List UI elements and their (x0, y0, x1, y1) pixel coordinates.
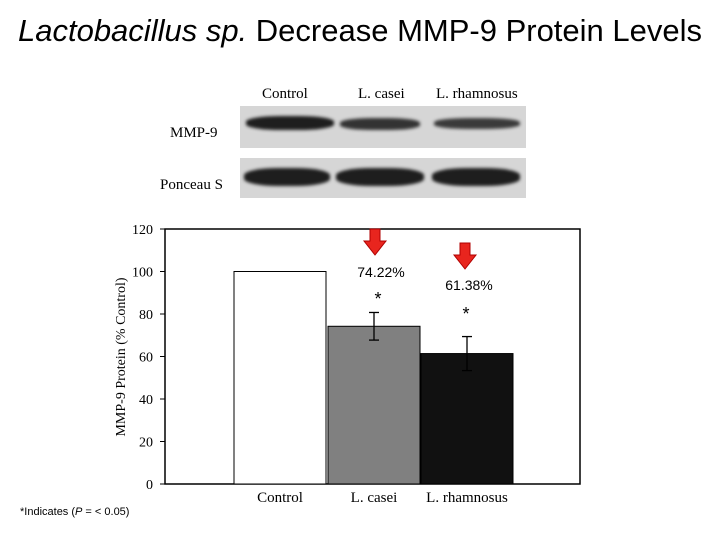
y-tick-label-0: 0 (146, 478, 153, 493)
mmp9-band-control (246, 116, 334, 130)
x-tick-label-0: Control (257, 490, 303, 506)
y-tick-label-2: 40 (139, 393, 153, 408)
y-tick-label-5: 100 (132, 266, 153, 281)
title-genus: Lactobacillus sp. (17, 13, 248, 48)
x-tick-label-2: L. rhamnosus (426, 490, 508, 506)
significance-star-1: * (374, 289, 381, 309)
ponceau-band-casei (336, 168, 424, 186)
mmp9-band-rhamnosus (434, 118, 520, 129)
significance-star-2: * (462, 304, 469, 324)
note-suffix: = < 0.05) (82, 506, 130, 518)
ponceau-band-control (244, 168, 330, 186)
blot-lane-label-casei: L. casei (358, 86, 405, 102)
blot-lane-label-rhamnosus: L. rhamnosus (436, 86, 518, 102)
down-arrow-icon-1 (362, 228, 388, 256)
y-tick-label-3: 60 (139, 351, 153, 366)
data-label-2: 61.38% (445, 277, 492, 293)
bar-1 (327, 325, 421, 485)
ponceau-band-rhamnosus (432, 168, 520, 186)
mmp9-band-casei (340, 118, 420, 130)
page-title: Lactobacillus sp. Decrease MMP-9 Protein… (0, 12, 720, 50)
blot-row-label-mmp9: MMP-9 (170, 125, 218, 141)
y-axis-label: MMP-9 Protein (% Control) (114, 277, 129, 436)
blot-lane-label-control: Control (262, 86, 308, 102)
bar-0 (233, 271, 327, 485)
ponceau-blot-image (240, 158, 526, 198)
down-arrow-icon-2 (452, 242, 478, 270)
title-rest: Decrease MMP-9 Protein Levels (247, 13, 703, 48)
note-prefix: *Indicates ( (20, 506, 76, 518)
significance-note: *Indicates (P = < 0.05) (20, 506, 129, 518)
y-tick-label-4: 80 (139, 308, 153, 323)
y-tick-label-6: 120 (132, 223, 153, 238)
mmp9-blot-image (240, 106, 526, 148)
x-tick-label-1: L. casei (351, 490, 398, 506)
blot-row-label-ponceau: Ponceau S (160, 177, 223, 193)
data-label-1: 74.22% (357, 264, 404, 280)
bar-2 (420, 353, 514, 485)
y-tick-label-1: 20 (139, 436, 153, 451)
note-p: P (75, 506, 83, 518)
